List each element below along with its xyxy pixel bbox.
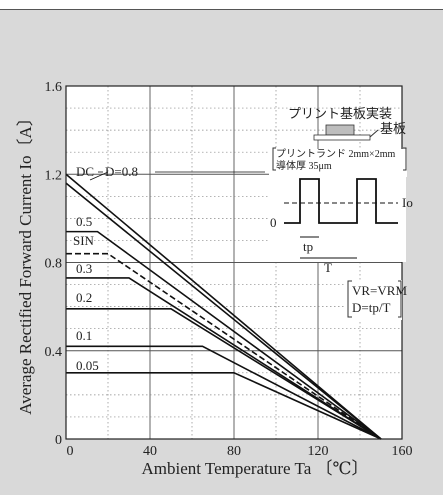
curves	[65, 173, 382, 440]
curve-d-0-8	[65, 182, 382, 440]
condition-bracket-right	[398, 280, 402, 318]
curve-0-5	[66, 230, 382, 440]
curve-sin	[66, 252, 382, 440]
tick-labels: 0 40 80 120 160 0 0.4 0.8 1.2 1.6	[45, 80, 413, 459]
y-tick-label: 0	[55, 433, 62, 448]
land-bracket-left	[272, 147, 276, 171]
curve-label-dc: DC	[76, 164, 94, 179]
substrate-label: 基板	[380, 121, 406, 136]
x-tick-label: 160	[392, 444, 413, 459]
y-tick-label: 1.2	[45, 168, 63, 183]
y-axis-label: Average Rectified Forward Current Io〔A〕	[16, 109, 35, 415]
curve-dc	[65, 173, 382, 440]
pulse-waveform	[284, 178, 398, 224]
pcb-inset: プリント基板実装 基板 プリントランド 2mm×2mm 導体厚 35μm	[269, 106, 407, 177]
waveform-tp-label: tp	[303, 239, 313, 254]
curve-0-3	[66, 277, 382, 440]
curve-label-0-3: 0.3	[76, 261, 92, 276]
curve-label-0-05: 0.05	[76, 358, 99, 373]
substrate	[313, 134, 371, 141]
x-axis-label: Ambient Temperature Ta 〔℃〕	[141, 459, 368, 478]
top-border	[0, 0, 443, 10]
land-bracket-right	[403, 147, 407, 171]
component-body	[325, 124, 355, 136]
conditions-inset: VR=VRM D=tp/T	[346, 280, 407, 320]
curve-label-0-2: 0.2	[76, 290, 92, 305]
x-tick-label: 80	[227, 444, 241, 459]
curve-label-sin: SIN	[73, 233, 95, 248]
y-tick-label: 0.4	[45, 345, 63, 360]
waveform-period-label: T	[324, 260, 332, 275]
land-spec-line2: 導体厚 35μm	[276, 159, 332, 172]
condition-vr: VR=VRM	[352, 283, 407, 298]
leader-line	[89, 171, 109, 181]
plot-frame	[65, 85, 403, 440]
condition-bracket-left	[347, 280, 352, 318]
x-tick-label: 40	[143, 444, 157, 459]
curve-0-2	[66, 308, 382, 440]
waveform-inset: 0 Io tp T	[270, 176, 413, 275]
y-tick-label: 0.8	[45, 257, 63, 272]
condition-duty: D=tp/T	[352, 300, 390, 315]
pcb-title: プリント基板実装	[288, 106, 392, 121]
curve-labels: DC D=0.8 0.5 SIN 0.3 0.2 0.1 0.05	[73, 164, 265, 373]
x-tick-label: 120	[308, 444, 329, 459]
curve-label-d-0-8: D=0.8	[105, 164, 138, 179]
waveform-zero-label: 0	[270, 215, 277, 230]
land-spec-line1: プリントランド 2mm×2mm	[276, 148, 395, 160]
curve-0-1	[66, 345, 382, 440]
curve-label-0-5: 0.5	[76, 214, 92, 229]
waveform-io-label: Io	[402, 195, 413, 210]
substrate-leader	[369, 129, 379, 138]
x-tick-label: 0	[67, 444, 74, 459]
curve-0-05	[66, 372, 382, 440]
curve-label-0-1: 0.1	[76, 328, 92, 343]
y-tick-label: 1.6	[45, 80, 63, 95]
